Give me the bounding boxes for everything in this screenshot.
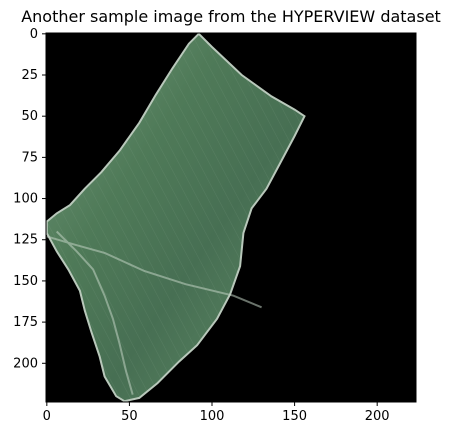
x-axis: 0 50 100 150 200: [43, 402, 390, 424]
y-axis: 0 25 50 75 100 125 150 175 200: [13, 27, 46, 371]
y-axis-tick-label: 125: [13, 233, 38, 248]
y-axis-tick-label: 50: [21, 109, 38, 124]
field-track: [46, 230, 262, 395]
x-axis-tick-label: 100: [200, 409, 225, 424]
y-axis-tick-label: 25: [21, 68, 38, 83]
x-axis-tick-label: 0: [43, 409, 51, 424]
y-axis-tick-label: 75: [21, 150, 38, 165]
y-axis-tick-label: 150: [13, 274, 38, 289]
y-axis-tick-label: 175: [13, 315, 38, 330]
field-texture: [46, 33, 305, 402]
image-frame: [45, 32, 417, 403]
x-axis-tick-label: 200: [365, 409, 390, 424]
plot-title: Another sample image from the HYPERVIEW …: [21, 7, 441, 26]
x-axis-tick-label: 50: [121, 409, 138, 424]
y-axis-tick-label: 200: [13, 356, 38, 371]
y-axis-tick-label: 100: [13, 192, 38, 207]
x-axis-tick-label: 150: [282, 409, 307, 424]
image-axes: 0 50 100 150 200 0 25 50 75 100 125 150 175 200: [13, 27, 417, 424]
y-axis-tick-label: 0: [30, 27, 38, 42]
